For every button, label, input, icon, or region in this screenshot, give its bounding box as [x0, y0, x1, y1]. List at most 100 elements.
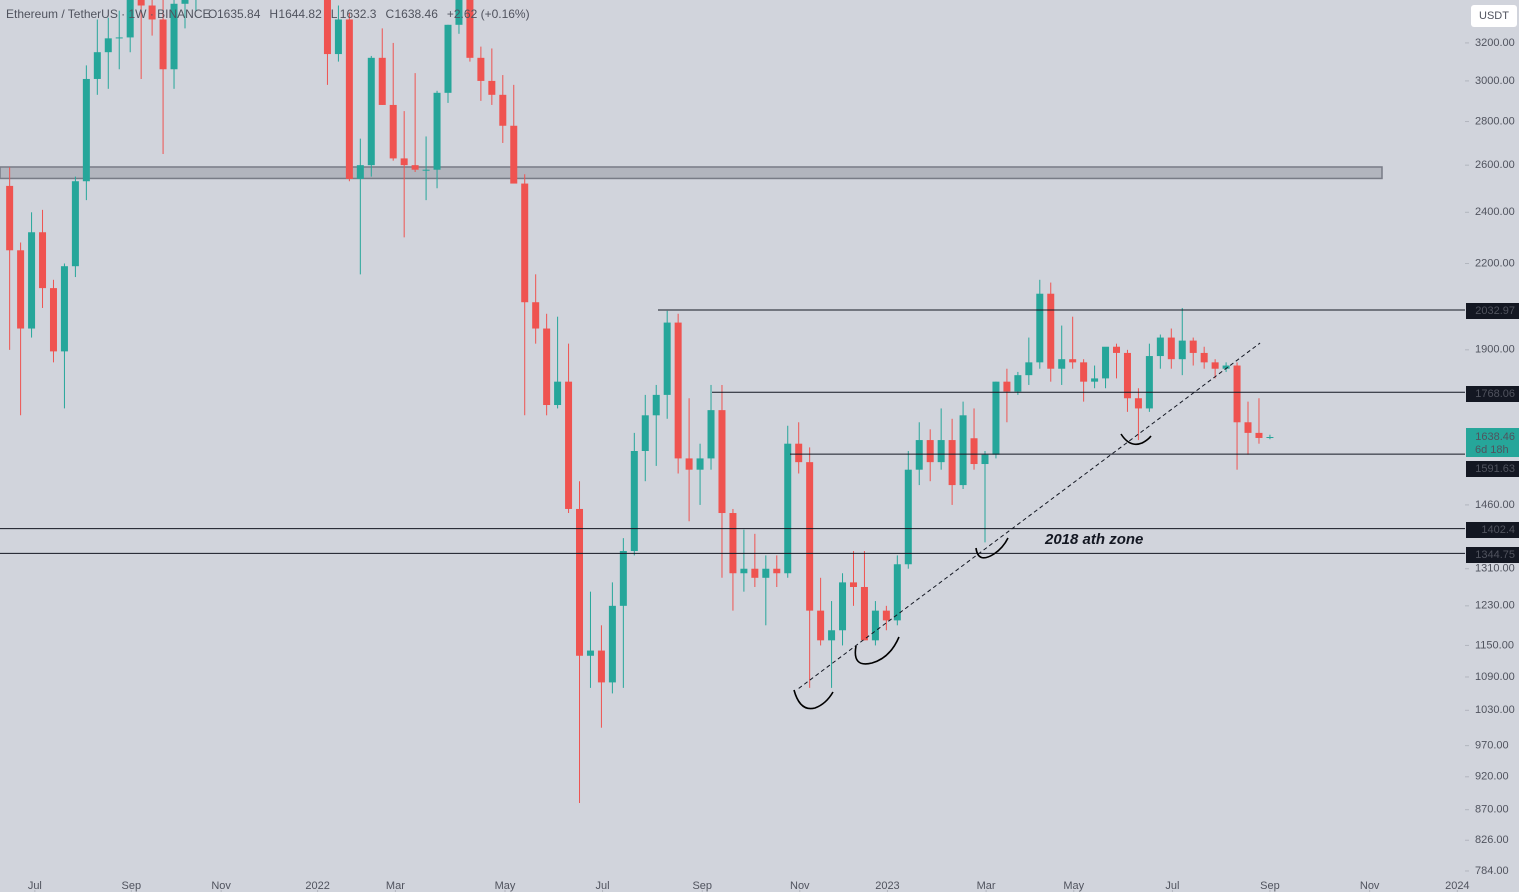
hand-curve: [793, 689, 834, 710]
candle-body: [1036, 293, 1044, 363]
candle-body: [652, 394, 660, 416]
candle-body: [1211, 362, 1219, 369]
candle-body: [389, 104, 397, 159]
change-label: +2.62 (+0.16%): [447, 7, 530, 21]
candle-body: [93, 52, 101, 79]
candle-body: [510, 125, 518, 184]
candle-body: [740, 568, 748, 574]
candle-body: [992, 381, 1000, 455]
symbol-title: Ethereum / TetherUS · 1W · BINANCE: [6, 7, 211, 21]
x-tick-label: Jul: [1165, 880, 1179, 892]
candle-body: [1145, 356, 1153, 409]
y-tick-label: 784.00: [1475, 865, 1509, 877]
candle-body: [104, 38, 112, 53]
level-label: 1768.06: [1475, 388, 1515, 400]
candle-body: [1025, 362, 1033, 376]
resistance-zone: [0, 166, 1383, 180]
x-tick-label: May: [1063, 880, 1084, 892]
candle-body: [400, 158, 408, 166]
candle-body: [1233, 365, 1241, 423]
y-tick-label: 1030.00: [1475, 704, 1515, 716]
candle-body: [707, 410, 715, 459]
ohlc-letter: L: [331, 7, 338, 21]
candle-body: [148, 5, 156, 20]
x-tick-label: Mar: [386, 880, 405, 892]
y-tick-label: 1460.00: [1475, 499, 1515, 511]
y-tick-label: 826.00: [1475, 834, 1509, 846]
ohlc-value: 1644.82: [278, 7, 322, 21]
candle-body: [1123, 352, 1131, 399]
ohlc-letter: O: [208, 7, 217, 21]
y-tick-label: 1310.00: [1475, 563, 1515, 575]
candle-body: [1003, 381, 1011, 392]
hand-curve: [854, 636, 900, 665]
x-tick-label: 2022: [305, 880, 329, 892]
x-tick-label: Mar: [977, 880, 996, 892]
candle-body: [729, 513, 737, 574]
candle-body: [718, 410, 726, 514]
y-tick-label: 3000.00: [1475, 75, 1515, 87]
x-tick-label: 2023: [875, 880, 899, 892]
candle-body: [1178, 340, 1186, 360]
candle-body: [433, 92, 441, 170]
x-tick-label: May: [495, 880, 516, 892]
candle-body: [367, 57, 375, 166]
level-label: 1344.75: [1475, 549, 1515, 561]
candle-body: [1058, 359, 1066, 369]
candle-body: [630, 451, 638, 552]
y-tick-label: 3200.00: [1475, 37, 1515, 49]
candle-body: [49, 288, 57, 352]
candle-body: [696, 458, 704, 470]
candle-body: [334, 19, 342, 55]
candle-body: [477, 57, 485, 81]
trendline: [798, 342, 1261, 689]
candle-body: [959, 415, 967, 486]
candle-body: [488, 80, 496, 95]
candle-body: [937, 440, 945, 463]
candle-body: [926, 440, 934, 463]
x-tick-label: Jul: [28, 880, 42, 892]
x-tick-label: Sep: [121, 880, 141, 892]
level-label-box: [1466, 461, 1519, 477]
candle-body: [882, 610, 890, 621]
candle-body: [1266, 437, 1274, 439]
candle-body: [126, 0, 134, 38]
candle-body: [1189, 340, 1197, 353]
x-tick-label: Sep: [1260, 880, 1280, 892]
y-tick-label: 1150.00: [1475, 639, 1514, 651]
candle-body: [981, 454, 989, 465]
candle-body: [39, 232, 47, 289]
ohlc-value: 1635.84: [217, 7, 261, 21]
candle-body: [1091, 378, 1099, 382]
candle-body: [543, 328, 551, 406]
ohlc-letter: H: [269, 7, 278, 21]
candle-body: [444, 24, 452, 93]
candle-body: [115, 37, 123, 39]
candle-body: [499, 94, 507, 126]
candle-body: [137, 0, 145, 6]
candle-body: [619, 551, 627, 606]
candle-body: [1113, 346, 1121, 353]
candle-body: [597, 650, 605, 683]
last-price: 1638.46: [1475, 431, 1515, 443]
y-tick-label: 2200.00: [1475, 257, 1515, 269]
y-tick-label: 2400.00: [1475, 206, 1515, 218]
currency-box: [1471, 5, 1517, 27]
candle-body: [663, 322, 671, 395]
level-label-box: [1466, 303, 1519, 319]
candle-body: [17, 250, 25, 329]
candle-body: [904, 469, 912, 565]
candle-body: [641, 415, 649, 452]
hand-curve: [975, 537, 1009, 559]
candle-body: [411, 165, 419, 170]
candle-body: [1080, 362, 1088, 382]
candle-body: [6, 185, 14, 251]
candle-body: [159, 19, 167, 70]
x-tick-label: Nov: [1360, 880, 1380, 892]
ohlc-letter: C: [385, 7, 394, 21]
candle-body: [1255, 432, 1263, 438]
candle-body: [915, 440, 923, 470]
candle-body: [674, 322, 682, 459]
ohlc-value: 1632.3: [340, 7, 377, 21]
